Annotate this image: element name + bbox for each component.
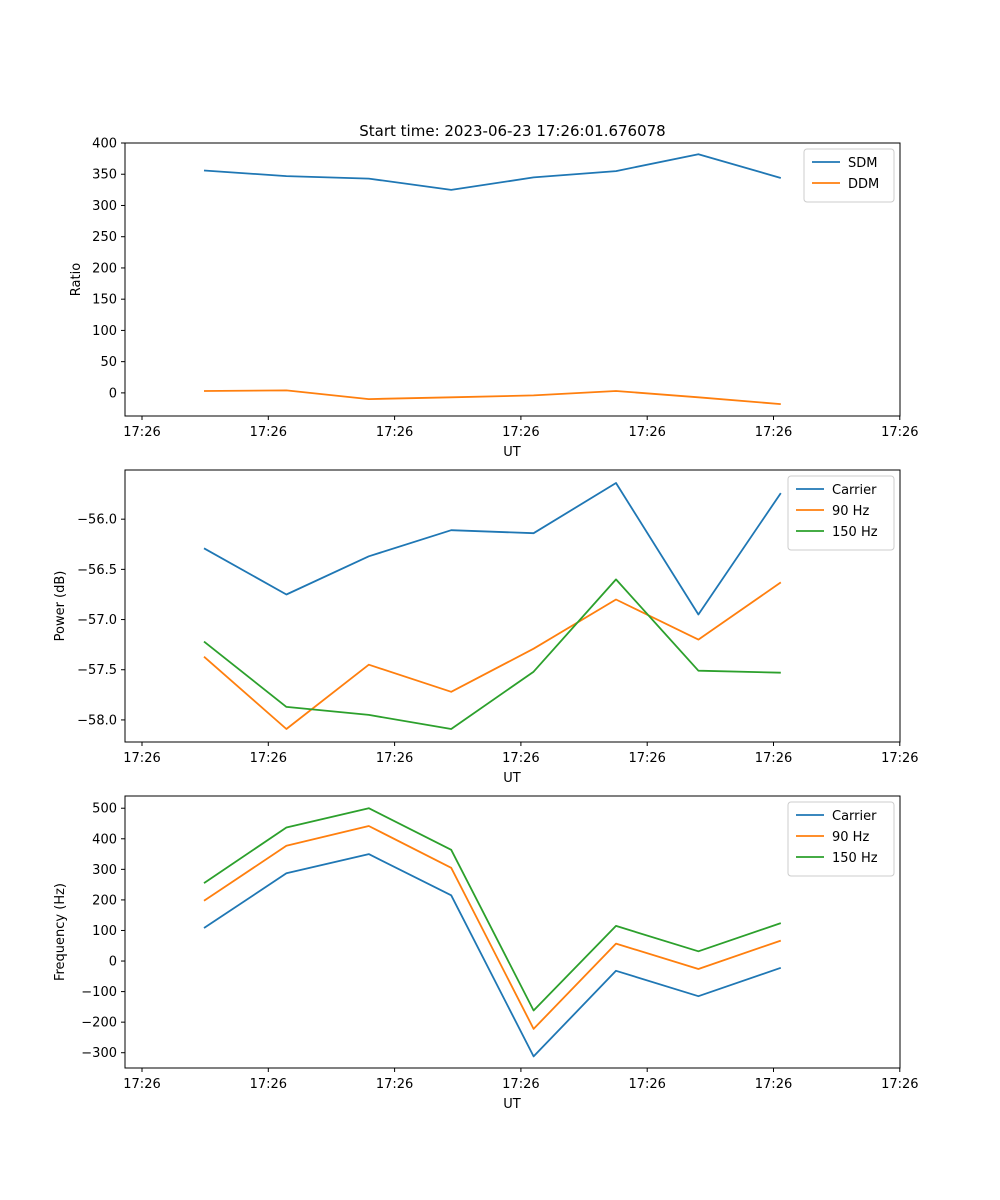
y-tick-label: 50	[100, 355, 117, 370]
legend-label: Carrier	[832, 483, 877, 498]
y-tick-label: 400	[92, 832, 117, 847]
x-tick-label: 17:26	[123, 425, 160, 440]
x-axis-label: UT	[503, 445, 521, 460]
x-tick-label: 17:26	[123, 751, 160, 766]
x-tick-label: 17:26	[376, 1077, 413, 1092]
x-tick-label: 17:26	[250, 751, 287, 766]
legend-label: SDM	[848, 156, 877, 171]
subplot-1: 17:2617:2617:2617:2617:2617:2617:2617:27…	[69, 137, 919, 461]
plot-frame	[124, 469, 901, 743]
plot-frame	[124, 142, 901, 417]
y-tick-label: 100	[92, 924, 117, 939]
x-tick-label: 17:26	[502, 425, 539, 440]
x-tick-label: 17:26	[250, 425, 287, 440]
subplots: 17:2617:2617:2617:2617:2617:2617:2617:27…	[53, 137, 919, 1113]
y-tick-label: 400	[92, 137, 117, 152]
y-tick-label: 300	[92, 863, 117, 878]
x-tick-label: 17:26	[502, 1077, 539, 1092]
y-tick-label: −58.0	[77, 713, 117, 728]
series-line-150-hz	[203, 578, 781, 730]
legend-label: 90 Hz	[832, 504, 869, 519]
x-tick-label: 17:26	[755, 425, 792, 440]
y-tick-label: 250	[92, 230, 117, 245]
x-axis-label: UT	[503, 1097, 521, 1112]
x-tick-label: 17:26	[376, 751, 413, 766]
chart-title: Start time: 2023-06-23 17:26:01.676078	[359, 122, 665, 140]
x-tick-label: 17:26	[881, 425, 918, 440]
x-tick-label: 17:26	[628, 425, 665, 440]
legend: Carrier 90 Hz 150 Hz	[787, 475, 895, 551]
x-tick-label: 17:26	[502, 751, 539, 766]
plot-frame	[124, 795, 901, 1069]
y-tick-label: 500	[92, 802, 117, 817]
y-tick-label: 350	[92, 168, 117, 183]
legend-label: 150 Hz	[832, 525, 878, 540]
y-tick-label: −57.0	[77, 613, 117, 628]
y-tick-label: −56.5	[77, 563, 117, 578]
y-tick-label: 200	[92, 893, 117, 908]
y-tick-label: 0	[109, 955, 117, 970]
y-tick-label: 200	[92, 261, 117, 276]
y-tick-label: −300	[81, 1046, 117, 1061]
x-axis-label: UT	[503, 771, 521, 786]
x-tick-label: 17:26	[628, 1077, 665, 1092]
y-tick-label: 100	[92, 324, 117, 339]
series-line-150-hz	[203, 807, 782, 1012]
series-line-90-hz	[203, 581, 782, 730]
legend-label: Carrier	[832, 809, 877, 824]
x-tick-label: 17:26	[123, 1077, 160, 1092]
y-tick-label: −56.0	[77, 513, 117, 528]
y-axis-label: Power (dB)	[53, 571, 68, 642]
legend: SDM DDM	[803, 148, 895, 203]
legend-label: DDM	[848, 177, 879, 192]
x-tick-label: 17:26	[376, 425, 413, 440]
legend-label: 90 Hz	[832, 830, 869, 845]
legend: Carrier 90 Hz 150 Hz	[787, 801, 895, 877]
y-tick-label: 150	[92, 293, 117, 308]
x-tick-label: 17:26	[881, 751, 918, 766]
legend-label: 150 Hz	[832, 851, 878, 866]
series-line-90-hz	[203, 825, 782, 1030]
subplot-2: 17:2617:2617:2617:2617:2617:2617:2617:27…	[53, 469, 919, 786]
y-axis-label: Frequency (Hz)	[53, 883, 68, 981]
y-tick-label: −200	[81, 1016, 117, 1031]
x-tick-label: 17:26	[881, 1077, 918, 1092]
x-tick-label: 17:26	[755, 751, 792, 766]
y-axis-label: Ratio	[69, 263, 84, 296]
y-tick-label: 300	[92, 199, 117, 214]
x-tick-label: 17:26	[250, 1077, 287, 1092]
y-tick-label: 0	[109, 386, 117, 401]
series-line-sdm	[203, 153, 782, 191]
subplot-3: 17:2617:2617:2617:2617:2617:2617:2617:27…	[53, 795, 919, 1112]
x-tick-label: 17:26	[628, 751, 665, 766]
y-tick-label: −57.5	[77, 663, 117, 678]
series-line-carrier	[203, 853, 782, 1058]
series-line-carrier	[203, 482, 782, 616]
y-tick-label: −100	[81, 985, 117, 1000]
x-tick-label: 17:26	[755, 1077, 792, 1092]
series-line-ddm	[203, 389, 781, 405]
